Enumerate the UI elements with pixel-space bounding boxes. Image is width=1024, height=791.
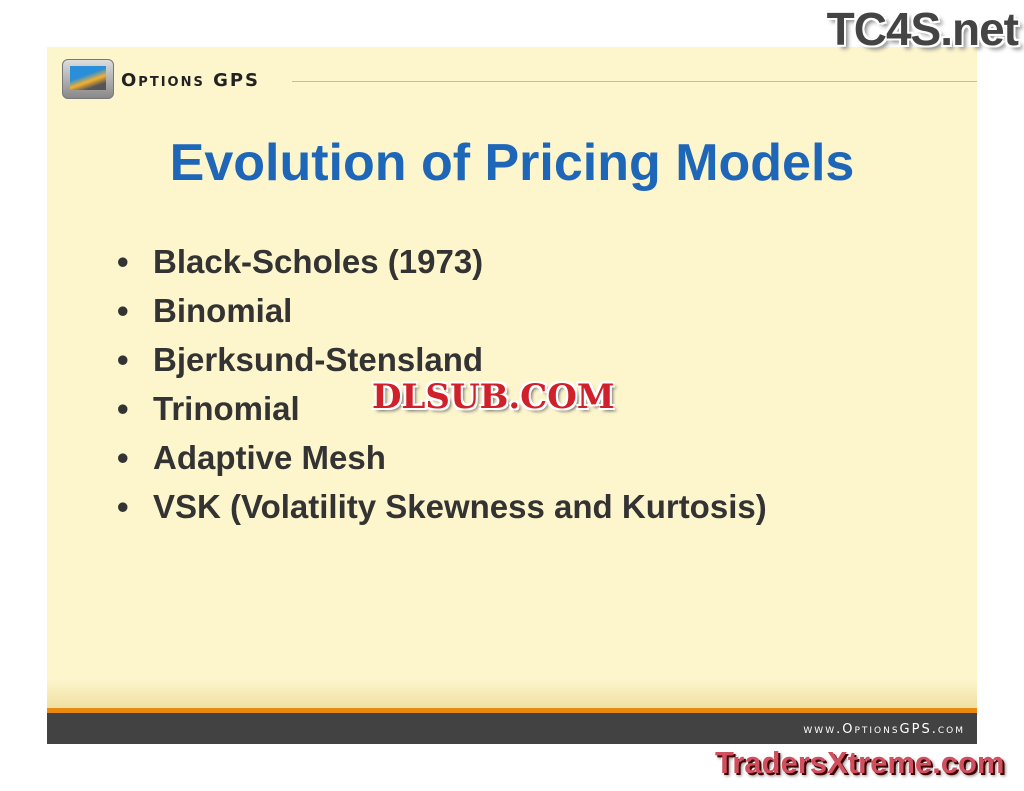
- watermark-bottom: TradersXtreme.com: [715, 745, 1005, 780]
- list-item: • VSK (Volatility Skewness and Kurtosis): [117, 488, 767, 525]
- list-item: • Black-Scholes (1973): [117, 243, 484, 280]
- list-item: • Bjerksund-Stensland: [117, 341, 484, 378]
- slide-title: Evolution of Pricing Models: [169, 134, 855, 192]
- footer-accent-line: [47, 708, 977, 713]
- footer-url: www.OptionsGPS.com: [803, 722, 965, 737]
- footer-band: www.OptionsGPS.com: [47, 713, 977, 744]
- list-item: • Binomial: [117, 292, 293, 329]
- header-divider: [292, 81, 977, 82]
- list-item: • Trinomial: [117, 390, 300, 427]
- slide: Options GPS Evolution of Pricing Models …: [47, 47, 977, 744]
- watermark-middle: DLSUB.COM: [372, 377, 615, 417]
- watermark-top: TC4S.net: [826, 3, 1019, 55]
- bullet-list: • Black-Scholes (1973) • Binomial • Bjerksu…: [117, 237, 767, 531]
- brand-name: Options GPS: [121, 70, 261, 91]
- list-item: • Adaptive Mesh: [117, 439, 386, 476]
- options-gps-logo-icon: [62, 59, 114, 99]
